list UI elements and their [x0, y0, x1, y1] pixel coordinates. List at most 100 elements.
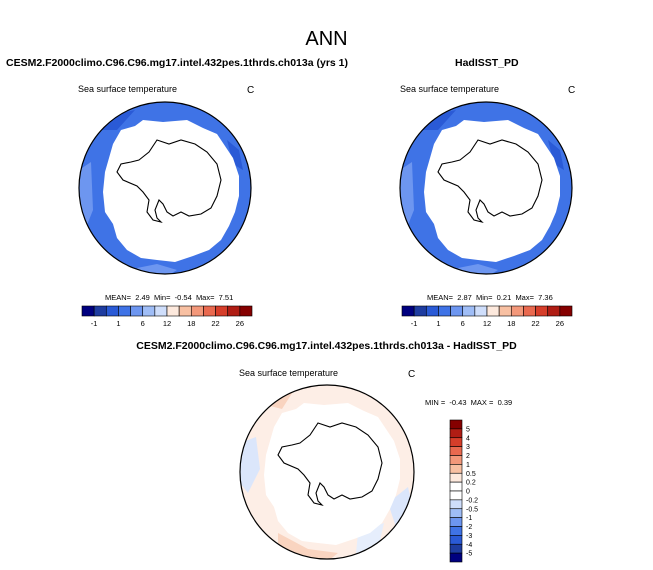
panel-2-min-value: 0.21 — [496, 293, 512, 302]
panel-1-colorbar-tick-label: 12 — [163, 319, 171, 328]
panel-1-subtitle: Sea surface temperature — [78, 84, 178, 94]
panel-1-antarctica-outline — [116, 139, 222, 224]
panel-3-colorbar-tick-label: 4 — [466, 435, 470, 442]
panel-1-colorbar-swatch — [130, 305, 144, 317]
panel-1-colorbar-swatch — [81, 305, 95, 317]
panel-3-colorbar-tick-label: -0.5 — [466, 506, 478, 513]
panel-3-colorbar-swatch — [449, 517, 463, 527]
panel-1-title: CESM2.F2000climo.C96.C96.mg17.intel.432p… — [6, 57, 348, 69]
panel-1-min-label: Min= — [154, 293, 171, 302]
panel-3-colorbar-tick-label: -2 — [466, 524, 472, 531]
panel-2-colorbar-tick-label: -1 — [411, 319, 418, 328]
panel-2-max-label: Max= — [515, 293, 534, 302]
panel-2-colorbar-swatch — [535, 305, 549, 317]
figure-title: ANN — [305, 28, 348, 50]
panel-2-colorbar-swatch — [547, 305, 561, 317]
panel-1-colorbar-swatch — [239, 305, 253, 317]
panel-1-colorbar-tick-label: 22 — [211, 319, 219, 328]
panel-1-colorbar-swatch — [118, 305, 131, 317]
panel-3-title: CESM2.F2000climo.C96.C96.mg17.intel.432p… — [136, 340, 517, 352]
panel-3-colorbar-swatch — [449, 419, 463, 430]
panel-3-colorbar-swatch — [449, 552, 463, 563]
panel-2-max-value: 7.36 — [538, 293, 553, 302]
panel-2-colorbar-swatch — [510, 305, 524, 317]
panel-2-title: HadISST_PD — [455, 57, 519, 69]
panel-1-stats: MEAN= 2.49 Min= -0.54 Max= 7.51 — [105, 293, 233, 302]
panel-2-colorbar-tick-label: 26 — [556, 319, 564, 328]
panel-1-colorbar-swatch — [93, 305, 107, 317]
panel-1-colorbar-swatch — [154, 305, 168, 317]
panel-2-mean-label: MEAN= — [427, 293, 454, 302]
panel-3-colorbar-tick-label: 2 — [466, 453, 470, 460]
panel-3-colorbar-tick-label: 5 — [466, 426, 470, 433]
panel-3-colorbar: 5 4 3 2 1 0.5 0.2 0-0.2 -0.5 -1 -2 -3 -4 -5 — [449, 419, 478, 563]
panel-2-colorbar-tick-label: 22 — [531, 319, 539, 328]
panel-2-min-label: Min= — [476, 293, 493, 302]
panel-3-colorbar-swatch — [449, 446, 463, 456]
panel-1-colorbar-swatch — [215, 305, 229, 317]
panel-3-colorbar-swatch — [449, 535, 463, 545]
panel-2-colorbar-swatch — [523, 305, 536, 317]
panel-3-missing-zone — [264, 403, 400, 545]
panel-2-map — [399, 101, 573, 275]
panel-2-colorbar-swatch — [559, 305, 573, 317]
panel-3-colorbar-swatch — [449, 428, 463, 439]
panel-1-colorbar-swatch — [203, 305, 216, 317]
panel-1-colorbar-tick-label: -1 — [91, 319, 98, 328]
panel-1-colorbar-tick-label: 1 — [116, 319, 120, 328]
panel-1-units: C — [247, 85, 255, 96]
panel-3-max-label: MAX = — [470, 398, 494, 407]
panel-3-colorbar-swatch — [449, 455, 463, 465]
panel-2-missing-zone — [424, 120, 560, 262]
panel-2-stats: MEAN= 2.87 Min= 0.21 Max= 7.36 — [427, 293, 553, 302]
panel-3-colorbar-tick-label: -1 — [466, 515, 472, 522]
panel-3-antarctica-outline — [277, 422, 383, 507]
panel-3-colorbar-swatch — [449, 508, 463, 518]
panel-3-colorbar-swatch — [449, 437, 463, 447]
panel-3-colorbar-tick-label: 0.5 — [466, 471, 476, 478]
panel-3-colorbar-tick-label: 1 — [466, 462, 470, 469]
panel-2-colorbar-swatch — [498, 305, 512, 317]
panel-3-units: C — [408, 369, 416, 380]
panel-2-mean-value: 2.87 — [457, 293, 472, 302]
panel-1-colorbar-tick-label: 6 — [141, 319, 145, 328]
panel-2-map-border — [399, 101, 573, 275]
panel-3-colorbar-tick-label: -0.2 — [466, 497, 478, 504]
panel-1-colorbar-swatch — [142, 305, 156, 317]
panel-1-missing-zone — [103, 120, 239, 262]
panel-2-colorbar-swatch — [486, 305, 500, 317]
panel-1-colorbar: -1161218222629 — [81, 305, 253, 328]
panel-3-negative-patch — [240, 437, 260, 493]
panel-3-stats: MIN = -0.43 MAX = 0.39 — [425, 398, 512, 407]
panel-1-mean-label: MEAN= — [105, 293, 132, 302]
panel-3-colorbar-swatch — [449, 490, 463, 501]
panel-3-colorbar-tick-label: 0.2 — [466, 480, 476, 487]
panel-1-max-label: Max= — [195, 293, 215, 302]
panel-3-colorbar-swatch — [449, 472, 463, 483]
panel-2-colorbar-swatch — [450, 305, 464, 317]
panel-2-colorbar: -1161218222629 — [401, 305, 573, 328]
panel-3-min-label: MIN = — [425, 398, 446, 407]
panel-2-colorbar-tick-label: 6 — [461, 319, 465, 328]
panel-1-min-value: -0.54 — [174, 293, 192, 302]
panel-2-colorbar-swatch — [474, 305, 488, 317]
panel-3-max-value: 0.39 — [497, 398, 513, 407]
panel-1-map — [78, 101, 252, 275]
panel-3-colorbar-tick-label: -4 — [466, 542, 472, 549]
panel-2-colorbar-tick-label: 12 — [483, 319, 491, 328]
panel-1-mean-value: 2.49 — [135, 293, 150, 302]
panel-1-colorbar-swatch — [166, 305, 180, 317]
panel-1-map-border — [78, 101, 252, 275]
panel-2-antarctica-outline — [437, 139, 543, 224]
panel-1-colorbar-tick-label: 18 — [187, 319, 195, 328]
panel-2-colorbar-swatch — [425, 305, 439, 317]
panel-3-min-value: -0.43 — [449, 398, 467, 407]
panel-2-colorbar-tick-label: 1 — [436, 319, 440, 328]
panel-2-colorbar-swatch — [401, 305, 415, 317]
panel-3-colorbar-swatch — [449, 543, 463, 554]
panel-1-colorbar-swatch — [227, 305, 241, 317]
panel-1-colorbar-swatch — [105, 305, 119, 317]
panel-3-colorbar-tick-label: -3 — [466, 533, 472, 540]
panel-1-max-value: 7.51 — [218, 293, 234, 302]
panel-1-colorbar-tick-label: 26 — [236, 319, 244, 328]
